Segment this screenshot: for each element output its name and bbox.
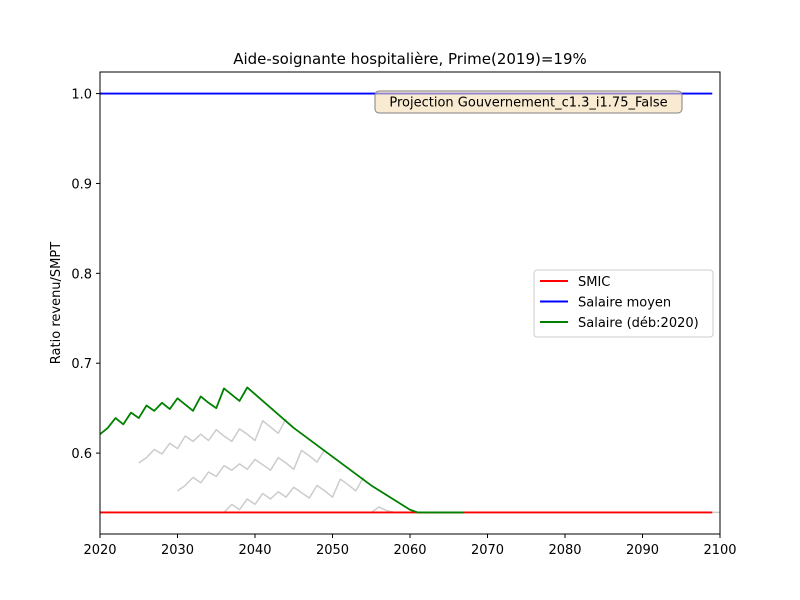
x-tick-label: 2070	[471, 543, 504, 558]
legend-item-salaire-moyen: Salaire moyen	[540, 296, 671, 311]
legend: SMIC Salaire moyen Salaire (déb:2020)	[533, 269, 714, 338]
background-series-line	[177, 449, 326, 492]
x-axis: 2020 2030 2040 2050 2060 2070 2080 2090 2100	[83, 534, 737, 558]
y-tick-label: 0.8	[71, 267, 92, 282]
background-series-line	[216, 476, 365, 514]
y-tick-label: 1.0	[71, 88, 92, 103]
x-tick-label: 2040	[238, 543, 271, 558]
x-tick-label: 2090	[626, 543, 659, 558]
salaire-line	[100, 386, 465, 514]
x-tick-label: 2100	[703, 543, 736, 558]
legend-label: SMIC	[578, 275, 610, 290]
x-tick-label: 2050	[316, 543, 349, 558]
legend-label: Salaire (déb:2020)	[578, 316, 699, 331]
chart-title: Aide-soignante hospitalière, Prime(2019)…	[233, 50, 587, 68]
y-axis-label: Ratio revenu/SMPT	[49, 242, 64, 364]
annotation-text: Projection Gouvernement_c1.3_i1.75_False	[389, 96, 667, 111]
y-tick-label: 0.9	[71, 177, 92, 192]
legend-label: Salaire moyen	[578, 296, 671, 311]
y-axis: 0.6 0.7 0.8 0.9 1.0	[71, 88, 100, 462]
x-tick-label: 2020	[83, 543, 116, 558]
x-tick-label: 2060	[393, 543, 426, 558]
y-tick-label: 0.7	[71, 357, 92, 372]
x-tick-label: 2080	[548, 543, 581, 558]
annotation-box: Projection Gouvernement_c1.3_i1.75_False	[374, 90, 683, 114]
legend-item-smic: SMIC	[540, 275, 610, 290]
legend-item-salaire: Salaire (déb:2020)	[540, 316, 699, 331]
y-tick-label: 0.6	[71, 447, 92, 462]
background-series-group	[138, 418, 720, 514]
x-tick-label: 2030	[161, 543, 194, 558]
background-series-line	[138, 418, 287, 464]
